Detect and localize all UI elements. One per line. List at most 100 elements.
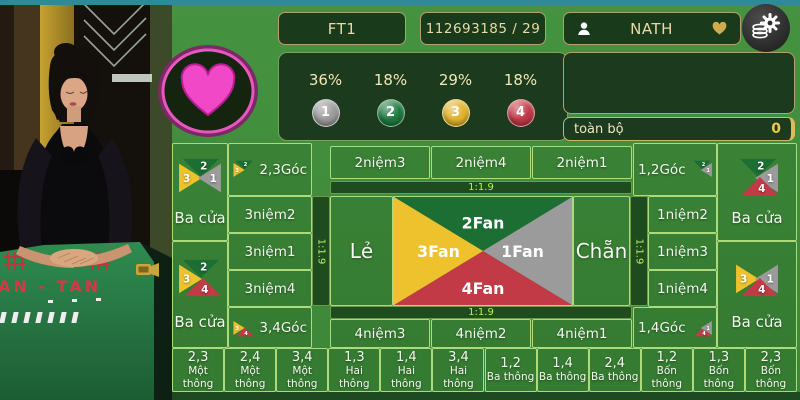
- stat-percent: 18%: [503, 70, 538, 89]
- bet-type: Ba thông: [538, 371, 587, 384]
- svg-text:4: 4: [758, 284, 765, 296]
- bet-label: 2niệm4: [455, 154, 507, 171]
- bet-label: 1,2Góc: [638, 161, 686, 178]
- bet-numbers: 1,4: [552, 356, 573, 372]
- bet-ba-cua-top-right[interactable]: 2 1 4 Ba cửa: [717, 143, 797, 241]
- bet-2fan[interactable]: [394, 197, 572, 251]
- bet-1niem2[interactable]: 1niệm2: [648, 196, 717, 233]
- bet-hai-thong-1-4[interactable]: 1,4 Hai thông: [380, 348, 433, 392]
- chips-settings-button[interactable]: [742, 4, 790, 52]
- svg-text:4: 4: [702, 331, 706, 337]
- svg-text:3: 3: [235, 326, 239, 332]
- favorite-heart-icon[interactable]: [711, 21, 728, 36]
- user-box[interactable]: NATH: [563, 12, 741, 45]
- bet-numbers: 1,2: [656, 349, 678, 365]
- result-bead-4: 4: [506, 98, 535, 127]
- bet-2niem4[interactable]: 2niệm4: [431, 146, 531, 179]
- bet-bon-thong-1-2[interactable]: 1,2 Bốn thông: [640, 348, 693, 392]
- dealer-hands: [16, 244, 132, 268]
- bet-3niem1[interactable]: 3niệm1: [228, 233, 312, 270]
- bet-label: 3niệm1: [244, 243, 296, 260]
- bet-hai-thong-1-3[interactable]: 1,3 Hai thông: [328, 348, 381, 392]
- bet-1fan-label: 1Fan: [501, 242, 544, 261]
- bet-1niem4[interactable]: 1niệm4: [648, 270, 717, 307]
- bet-2niem3[interactable]: 2niệm3: [330, 146, 430, 179]
- corner-triangles-icon: 214: [739, 158, 778, 195]
- bet-ba-cua-bottom-left[interactable]: 3 2 4 Ba cửa: [172, 241, 228, 348]
- bet-4fan[interactable]: [394, 251, 572, 305]
- bet-chan[interactable]: Chẵn: [573, 196, 630, 306]
- total-bet-bar[interactable]: toàn bộ 0: [563, 117, 795, 141]
- odds-strip-left: 1:1.9: [312, 196, 330, 306]
- bet-numbers: 1,2: [500, 356, 521, 372]
- bet-hai-thong-3-4[interactable]: 3,4 Hai thông: [432, 348, 485, 392]
- bet-type: Một thông: [182, 365, 214, 390]
- coins-gear-icon: [752, 13, 780, 39]
- bet-bon-thong-1-3[interactable]: 1,3 Bốn thông: [692, 348, 745, 392]
- total-value: 0: [771, 121, 781, 137]
- bet-4fan-label: 4Fan: [462, 279, 505, 298]
- bet-le[interactable]: Lẻ: [330, 196, 393, 306]
- bet-goc-1-4[interactable]: 1,4Góc 4 1: [633, 307, 717, 348]
- bet-numbers: 2,4: [604, 356, 626, 372]
- bet-goc-3-4[interactable]: 3 4 3,4Góc: [228, 307, 312, 348]
- corner-triangles-icon: 32 4: [179, 259, 221, 296]
- svg-text:4: 4: [244, 331, 248, 337]
- bet-ba-thong-1-2[interactable]: 1,2 Ba thông: [484, 348, 537, 392]
- bet-numbers: 2,3: [187, 349, 209, 365]
- bet-label: 1niệm2: [657, 206, 708, 223]
- table-name-box[interactable]: FT1: [278, 12, 406, 45]
- stat-item-2: 18% 2: [358, 71, 423, 127]
- bet-2niem1[interactable]: 2niệm1: [532, 146, 632, 179]
- svg-text:1: 1: [767, 273, 774, 285]
- bet-3niem4[interactable]: 3niệm4: [228, 270, 312, 307]
- bet-label: Ba cửa: [174, 313, 226, 332]
- bet-3fan[interactable]: [394, 197, 483, 305]
- bet-ba-thong-2-4[interactable]: 2,4 Ba thông: [588, 348, 641, 392]
- odds-strip-right: 1:1.9: [630, 196, 648, 306]
- bet-4niem3[interactable]: 4niệm3: [330, 319, 430, 348]
- bet-label: 2niệm1: [556, 154, 608, 171]
- art-deco-chevrons: [83, 1, 147, 68]
- total-label: toàn bộ: [574, 121, 624, 137]
- bet-type: Ba thông: [590, 371, 639, 384]
- video-table: [0, 242, 154, 400]
- bet-goc-2-3[interactable]: 3 2 2,3Góc: [228, 143, 312, 196]
- bet-label: Ba cửa: [731, 209, 783, 228]
- bet-bon-thong-2-3[interactable]: 2,3 Bốn thông: [744, 348, 797, 392]
- bet-ba-cua-bottom-right[interactable]: 3 1 4 Ba cửa: [717, 241, 797, 348]
- svg-text:2: 2: [244, 162, 248, 168]
- bet-type: Bốn thông: [651, 365, 683, 390]
- bet-label: 4niệm2: [455, 325, 507, 342]
- svg-text:3: 3: [183, 172, 190, 184]
- fan-tan-table-text: FAN - TAN: [0, 277, 101, 296]
- svg-text:1: 1: [210, 172, 217, 184]
- bet-1fan[interactable]: [483, 197, 572, 305]
- bet-label: 1,4Góc: [638, 319, 686, 336]
- bet-ba-thong-1-4[interactable]: 1,4 Ba thông: [536, 348, 589, 392]
- svg-text:1: 1: [706, 168, 710, 174]
- bet-label: Chẵn: [575, 239, 628, 263]
- bet-mot-thong-2-3[interactable]: 2,3 Một thông: [172, 348, 225, 392]
- bet-label: Ba cửa: [174, 209, 226, 228]
- corner-triangles-icon: 32: [233, 160, 253, 177]
- bet-numbers: 1,4: [396, 349, 417, 365]
- bet-4niem2[interactable]: 4niệm2: [431, 319, 531, 348]
- bet-type: Bốn thông: [755, 365, 787, 390]
- bet-label: 3niệm4: [244, 280, 296, 297]
- bet-label: 3niệm2: [244, 206, 296, 223]
- bet-mot-thong-2-4[interactable]: 2,4 Một thông: [224, 348, 277, 392]
- svg-text:3: 3: [183, 273, 190, 285]
- bet-goc-1-2[interactable]: 1,2Góc 2 1: [633, 143, 717, 196]
- bet-type: Hai thông: [391, 365, 422, 390]
- odds-label: 1:1.9: [468, 182, 494, 193]
- result-bead-3: 3: [441, 98, 470, 127]
- bet-ba-cua-top-left[interactable]: 3 2 1 Ba cửa: [172, 143, 228, 241]
- bottom-band: [172, 392, 800, 400]
- bet-mot-thong-3-4[interactable]: 3,4 Một thông: [276, 348, 329, 392]
- bet-4niem1[interactable]: 4niệm1: [532, 319, 632, 348]
- stat-percent: 18%: [373, 70, 408, 89]
- bet-fan-area[interactable]: 2Fan 1Fan 4Fan 3Fan: [393, 196, 573, 306]
- bet-1niem3[interactable]: 1niệm3: [648, 233, 717, 270]
- bet-3niem2[interactable]: 3niệm2: [228, 196, 312, 233]
